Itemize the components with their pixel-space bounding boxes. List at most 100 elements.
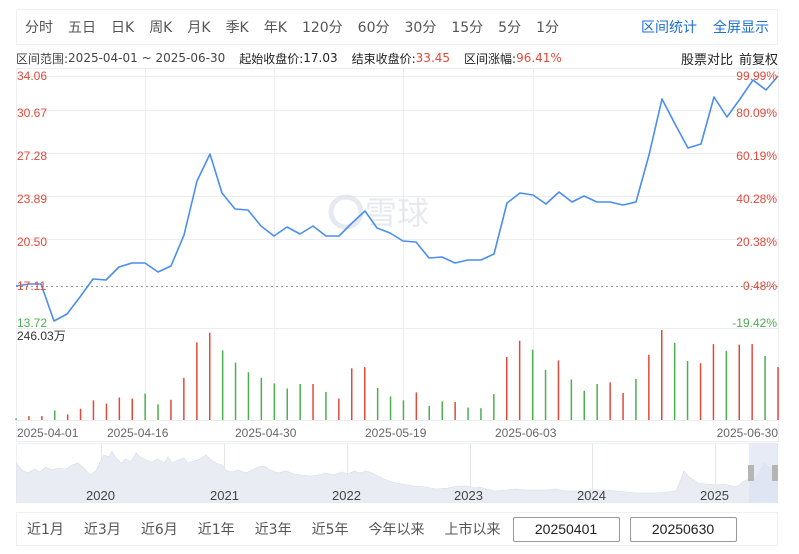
- tab-daily-k[interactable]: 日K: [111, 20, 135, 36]
- volume-bar: [54, 410, 56, 420]
- range-info-bar: 区间范围: 2025-04-01 ~ 2025-06-30 起始收盘价: 17.…: [16, 48, 778, 68]
- date-to-input[interactable]: [629, 516, 737, 542]
- svg-text:2025-05-19: 2025-05-19: [365, 426, 427, 440]
- range-stats-link[interactable]: 区间统计: [641, 20, 697, 36]
- tab-five-day[interactable]: 五日: [68, 20, 96, 36]
- tab-60min[interactable]: 60分: [357, 20, 390, 36]
- svg-text:13.72: 13.72: [17, 316, 47, 330]
- tab-30min[interactable]: 30分: [404, 20, 437, 36]
- fullscreen-link[interactable]: 全屏显示: [713, 20, 769, 36]
- svg-text:34.06: 34.06: [17, 69, 47, 83]
- change-value: 96.41%: [516, 51, 562, 65]
- volume-bar: [493, 394, 495, 420]
- end-price-value: 33.45: [415, 51, 451, 65]
- volume-bar: [209, 332, 211, 420]
- volume-bar: [467, 407, 469, 420]
- range-5-years[interactable]: 近5年: [311, 522, 349, 538]
- range-3-years[interactable]: 近3年: [254, 522, 292, 538]
- volume-bar: [15, 418, 17, 420]
- volume-bar: [364, 367, 366, 420]
- period-tab-bar: 分时 五日 日K 周K 月K 季K 年K 120分 60分 30分 15分 5分…: [16, 9, 778, 45]
- tab-15min[interactable]: 15分: [451, 20, 484, 36]
- tab-120min[interactable]: 120分: [301, 20, 343, 36]
- svg-text:20.50: 20.50: [17, 235, 47, 249]
- navigator-right-handle[interactable]: [772, 465, 778, 481]
- svg-text:2020: 2020: [86, 488, 115, 503]
- volume-bar: [312, 384, 314, 420]
- volume-bar: [557, 360, 560, 420]
- left-price-axis: 34.06 30.67 27.28 23.89 20.50 17.11 13.7…: [17, 69, 66, 343]
- tab-weekly-k[interactable]: 周K: [149, 20, 173, 36]
- history-area: [16, 450, 778, 503]
- volume-bar: [144, 393, 146, 420]
- volume-bar: [712, 344, 715, 420]
- svg-text:2023: 2023: [454, 488, 483, 503]
- volume-bar: [157, 404, 159, 420]
- volume-bar: [454, 402, 456, 420]
- timeline-navigator[interactable]: 2020 2021 2022 2023 2024 2025: [16, 443, 778, 503]
- stock-compare-button[interactable]: 股票对比: [680, 52, 733, 68]
- tab-quarterly-k[interactable]: 季K: [225, 20, 249, 36]
- volume-bar: [351, 368, 353, 420]
- range-ytd[interactable]: 今年以来: [368, 522, 425, 538]
- volume-bar: [725, 350, 728, 420]
- volume-bar: [428, 405, 430, 420]
- svg-text:2021: 2021: [210, 488, 239, 503]
- end-price-label: 结束收盘价:: [351, 51, 416, 66]
- volume-bar: [583, 390, 585, 421]
- volume-bar: [531, 349, 534, 420]
- volume-bar: [661, 330, 663, 420]
- volume-bar: [686, 360, 689, 420]
- svg-text:2025: 2025: [700, 488, 729, 503]
- volume-bar: [183, 377, 185, 420]
- adjust-mode-button[interactable]: 前复权: [738, 52, 778, 68]
- svg-text:99.99%: 99.99%: [736, 69, 777, 83]
- navigator-left-handle[interactable]: [748, 465, 754, 481]
- volume-bar: [234, 362, 237, 420]
- volume-bar: [518, 340, 521, 420]
- range-6-months[interactable]: 近6月: [140, 522, 178, 538]
- price-line: [15, 75, 779, 322]
- date-from-input[interactable]: [512, 516, 620, 542]
- range-label: 区间范围:: [16, 51, 69, 66]
- xueqiu-watermark: 雪球: [328, 194, 429, 232]
- volume-bar: [751, 344, 753, 420]
- range-1-year[interactable]: 近1年: [197, 522, 235, 538]
- svg-text:2025-04-16: 2025-04-16: [107, 426, 169, 440]
- range-3-months[interactable]: 近3月: [83, 522, 121, 538]
- volume-bar: [325, 391, 327, 420]
- volume-bars: [15, 330, 779, 421]
- date-axis: 2025-04-01 2025-04-16 2025-04-30 2025-05…: [17, 426, 778, 440]
- tab-yearly-k[interactable]: 年K: [263, 20, 287, 36]
- tab-monthly-k[interactable]: 月K: [187, 20, 211, 36]
- volume-bar: [699, 363, 702, 420]
- tab-1min[interactable]: 1分: [536, 20, 559, 36]
- volume-bar: [441, 401, 443, 420]
- tab-minute[interactable]: 分时: [25, 20, 53, 36]
- svg-text:40.28%: 40.28%: [736, 192, 777, 206]
- chart-grid: [16, 68, 779, 442]
- volume-bar: [170, 399, 172, 421]
- price-volume-chart[interactable]: 雪球 34.06 30.67 27.28 23.89 20.50 17.11 1…: [0, 66, 799, 442]
- volume-bar: [622, 393, 624, 420]
- svg-text:2025-06-03: 2025-06-03: [495, 426, 557, 440]
- volume-bar: [66, 414, 69, 420]
- volume-bar: [596, 384, 598, 420]
- tab-5min[interactable]: 5分: [498, 20, 522, 36]
- svg-text:-19.42%: -19.42%: [732, 316, 777, 330]
- svg-text:80.09%: 80.09%: [736, 106, 777, 120]
- volume-bar: [260, 377, 263, 420]
- svg-text:20.38%: 20.38%: [736, 235, 777, 249]
- right-percent-axis: 99.99% 80.09% 60.19% 40.28% 20.38% 0.48%…: [732, 69, 777, 330]
- volume-bar: [544, 369, 547, 420]
- range-1-month[interactable]: 近1月: [27, 522, 64, 538]
- change-label: 区间涨幅:: [464, 51, 517, 66]
- svg-text:2025-04-01: 2025-04-01: [17, 426, 79, 440]
- volume-bar: [92, 400, 95, 420]
- start-price-value: 17.03: [303, 51, 338, 65]
- range-since-listing[interactable]: 上市以来: [444, 522, 501, 538]
- volume-bar: [648, 354, 650, 421]
- svg-text:2025-06-30: 2025-06-30: [717, 426, 779, 440]
- svg-text:2022: 2022: [332, 488, 361, 503]
- svg-text:27.28: 27.28: [17, 149, 47, 163]
